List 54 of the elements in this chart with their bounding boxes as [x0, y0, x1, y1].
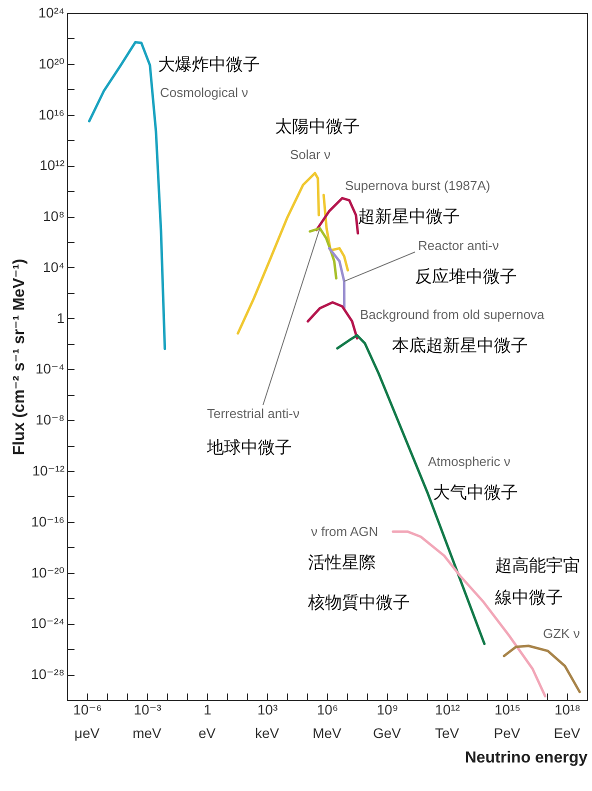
- annotation: Solar ν: [290, 147, 330, 162]
- x-tick-label: 10³: [257, 702, 278, 718]
- annotation: 大气中微子: [433, 483, 518, 503]
- annotation: GZK ν: [543, 626, 580, 641]
- text: eV: [198, 725, 216, 741]
- text: keV: [254, 725, 280, 741]
- annotation: 反应堆中微子: [415, 267, 517, 287]
- annotation: 活性星際: [308, 553, 376, 573]
- annotation: ν from AGN: [311, 524, 378, 539]
- text: meV: [132, 725, 162, 741]
- y-axis-title: Flux (cm⁻² s⁻¹ sr⁻¹ MeV⁻¹): [10, 258, 28, 456]
- text: TeV: [434, 725, 460, 741]
- annotation: 超高能宇宙: [495, 556, 580, 576]
- y-tick-label: 1: [56, 310, 65, 326]
- y-tick-label: 10⁻¹²: [32, 462, 65, 478]
- annotation: Reactor anti-ν: [418, 238, 499, 253]
- y-tick-label: 10⁴: [42, 258, 64, 275]
- y-tick-label: 10¹²: [40, 157, 65, 174]
- y-tick-label: 10⁻⁴: [36, 360, 64, 377]
- y-tick-label: 10⁻²⁸: [30, 666, 65, 682]
- y-tick-label: 10⁸: [43, 208, 65, 224]
- y-tick-label: 10⁻⁸: [36, 412, 65, 428]
- annotation: 超新星中微子: [358, 207, 460, 227]
- y-tick-label: 10⁻²⁰: [31, 564, 65, 580]
- x-tick-label: 10⁻³: [134, 702, 162, 718]
- annotation: Supernova burst (1987A): [345, 178, 490, 193]
- y-tick-label: 10²⁰: [38, 55, 65, 72]
- x-axis-title: Neutrino energy: [464, 750, 588, 766]
- annotation: 線中微子: [494, 588, 563, 608]
- x-tick-label: 1: [204, 702, 212, 718]
- annotation: 本底超新星中微子: [392, 336, 528, 356]
- annotation: Cosmological ν: [160, 85, 248, 100]
- x-tick-label: 10⁻⁶: [73, 702, 102, 718]
- annotation: 太陽中微子: [275, 117, 360, 137]
- x-tick-label: 10¹⁵: [494, 702, 521, 718]
- x-tick-label: 10⁹: [376, 702, 398, 718]
- x-tick-label: 10¹⁸: [554, 702, 581, 718]
- y-tick-label: 10⁻¹⁶: [31, 513, 64, 530]
- text: PeV: [494, 725, 521, 741]
- text: GeV: [372, 725, 402, 741]
- annotation: Background from old supernova: [360, 307, 546, 322]
- annotation: Terrestrial anti-ν: [207, 406, 300, 421]
- x-tick-label: 10⁶: [316, 702, 338, 718]
- annotation: 大爆炸中微子: [158, 55, 260, 75]
- y-tick-label: 10¹⁶: [38, 106, 64, 122]
- text: μeV: [74, 725, 100, 741]
- annotation: 地球中微子: [206, 438, 292, 458]
- text: MeV: [312, 725, 342, 741]
- annotation: Atmospheric ν: [428, 454, 510, 469]
- y-tick-label: 10²⁴: [38, 4, 64, 20]
- text: EeV: [554, 725, 581, 741]
- x-tick-label: 10¹²: [435, 702, 460, 718]
- y-tick-label: 10⁻²⁴: [30, 615, 64, 632]
- annotation: 核物質中微子: [307, 593, 410, 613]
